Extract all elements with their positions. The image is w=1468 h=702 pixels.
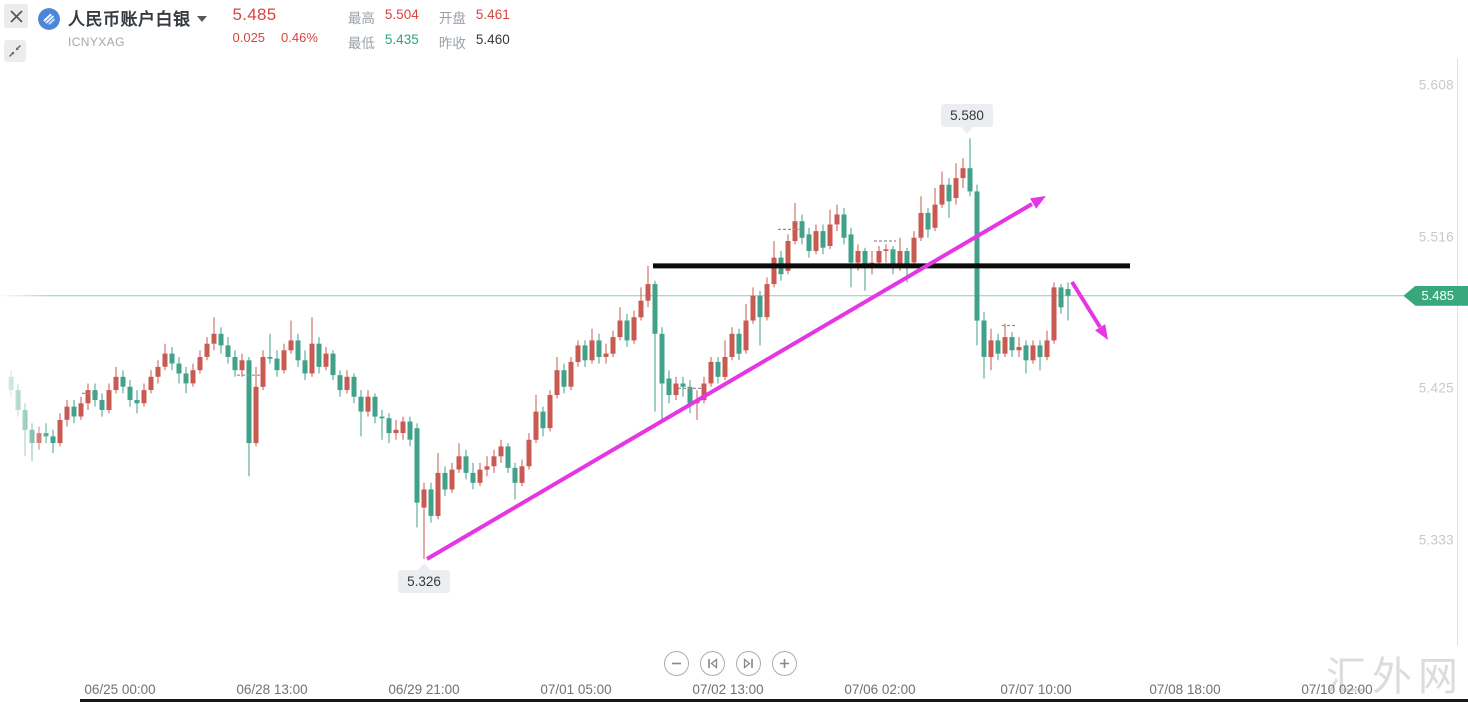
price-change: 0.025 (232, 30, 266, 45)
price-axis-label: 5.333 (1418, 532, 1454, 548)
time-axis-label: 07/06 02:00 (844, 682, 916, 697)
ohlc-stats: 最高 5.504 开盘 5.461 最低 5.435 昨收 5.460 (348, 7, 520, 52)
time-axis-label: 07/07 10:00 (1000, 682, 1072, 697)
skip-to-start-icon (708, 658, 718, 669)
stat-value: 5.460 (475, 32, 510, 47)
down-arrow-annotation[interactable] (1070, 280, 1108, 340)
uptrend-arrow-annotation[interactable] (425, 196, 1046, 561)
pan-to-end-button[interactable] (736, 651, 761, 676)
close-icon (9, 9, 23, 23)
stat-value: 5.504 (384, 7, 419, 22)
price-axis-label: 5.608 (1418, 77, 1454, 93)
stat-label: 开盘 (438, 11, 466, 26)
current-price-badge: 5.485 (1403, 285, 1468, 306)
time-axis-label: 07/02 13:00 (692, 682, 764, 697)
low-price-callout: 5.326 (398, 569, 450, 593)
time-axis-label: 06/25 00:00 (84, 682, 156, 697)
price-axis-label: 5.516 (1418, 229, 1454, 245)
site-watermark: 汇外网 (1326, 655, 1464, 699)
stat-label: 最低 (347, 36, 375, 51)
time-axis-label: 06/28 13:00 (236, 682, 308, 697)
bottom-border (80, 699, 1468, 702)
stat-value: 5.461 (475, 7, 510, 22)
price-axis-label: 5.425 (1418, 380, 1454, 396)
instrument-selector[interactable]: 人民币账户白银 (68, 5, 207, 30)
minus-icon (672, 662, 681, 665)
zoom-out-button[interactable] (664, 651, 689, 676)
skip-to-end-icon (743, 658, 753, 669)
last-price: 5.485 (232, 5, 277, 24)
price-axis-hairline (1457, 58, 1458, 646)
zoom-in-button[interactable] (772, 651, 797, 676)
price-change-percent: 0.46% (281, 30, 318, 45)
stat-label: 昨收 (438, 36, 466, 51)
candles (8, 138, 1071, 559)
time-axis-label: 06/29 21:00 (388, 682, 460, 697)
chart-controls (664, 651, 797, 676)
instrument-header: 人民币账户白银 ICNYXAG 5.485 0.025 0.46% 最高 5.50… (0, 0, 520, 66)
instrument-symbol: ICNYXAG (68, 35, 125, 49)
collapse-icon (8, 44, 22, 58)
time-axis-label: 07/08 18:00 (1149, 682, 1221, 697)
plus-icon (780, 659, 789, 668)
collapse-button[interactable] (4, 40, 26, 62)
high-price-callout: 5.580 (941, 104, 993, 128)
stat-label: 最高 (347, 11, 375, 26)
instrument-logo (38, 8, 60, 30)
time-axis-label: 07/01 05:00 (540, 682, 612, 697)
instrument-title: 人民币账户白银 (68, 10, 191, 29)
time-axis-label: 07/10 02:00 (1301, 682, 1373, 697)
close-button[interactable] (4, 4, 28, 28)
stat-value: 5.435 (384, 32, 419, 47)
pan-to-start-button[interactable] (700, 651, 725, 676)
chevron-down-icon (196, 15, 207, 22)
